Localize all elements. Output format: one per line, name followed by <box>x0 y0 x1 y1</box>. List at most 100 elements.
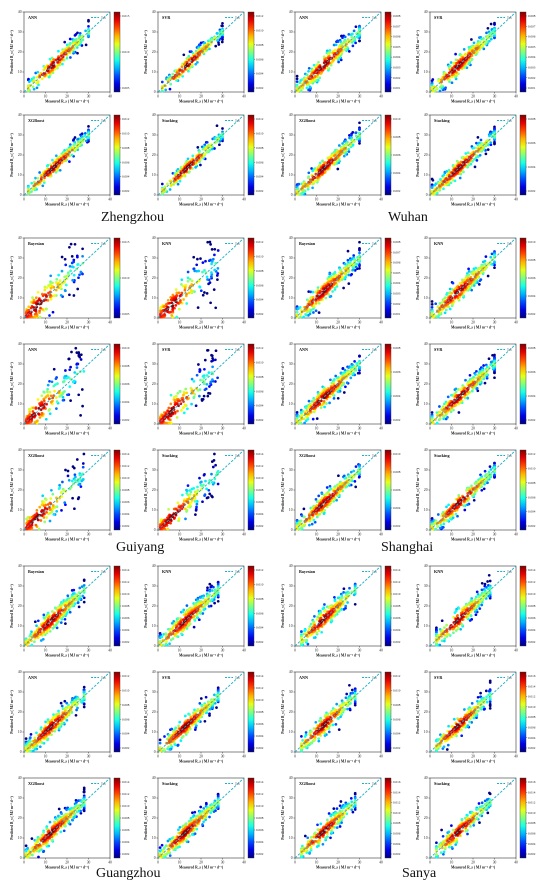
colorbar-tick-label: 0.007 <box>393 250 401 254</box>
city-label-guangzhou: Guangzhou <box>96 866 161 881</box>
x-tick-label: 40 <box>242 321 246 325</box>
scatter-point <box>475 369 478 373</box>
colorbar-tick-label: 0.008 <box>122 364 130 368</box>
scatter-point <box>192 380 196 383</box>
y-tick-label: 10 <box>152 296 156 300</box>
x-tick-label: 20 <box>199 95 203 99</box>
scatter-point <box>201 261 205 264</box>
scatter-point <box>48 508 52 511</box>
scatter-point <box>178 390 182 393</box>
scatter-point <box>195 373 199 377</box>
scatter-point <box>79 358 83 361</box>
scatter-point <box>324 296 328 300</box>
scatter-point <box>351 268 354 272</box>
scatter-point <box>48 379 51 383</box>
scatter-point <box>208 240 212 244</box>
scatter-point <box>206 349 209 352</box>
scatter-point <box>48 57 52 61</box>
y-tick-label: 0 <box>154 193 156 197</box>
colorbar-tick-label: 0.005 <box>122 86 130 90</box>
legend-label: 1:1 <box>101 348 106 352</box>
y-tick-label: 10 <box>18 402 22 406</box>
scatter-point <box>214 44 218 48</box>
scatter-point <box>173 398 177 402</box>
scatter-point <box>87 19 90 23</box>
scatter-point <box>430 79 434 83</box>
panel-title: Stacking <box>162 118 178 123</box>
scatter-point <box>318 161 322 165</box>
scatter-point <box>187 67 191 70</box>
scatter-point <box>195 269 199 273</box>
scatter-point <box>61 380 65 384</box>
scatter-point <box>38 315 42 319</box>
colorbar-tick-label: 0.007 <box>393 24 401 28</box>
scatter-point <box>61 395 65 399</box>
scatter-point <box>472 158 476 161</box>
scatter-point <box>169 298 173 302</box>
scatter-point <box>177 169 180 173</box>
scatter-point <box>448 64 452 68</box>
scatter-point <box>197 269 201 273</box>
scatter-point <box>44 498 48 502</box>
x-tick-label: 30 <box>493 427 497 431</box>
scatter-point <box>298 306 302 309</box>
colorbar <box>519 343 527 425</box>
scatter-point <box>190 62 194 66</box>
scatter-point <box>55 400 59 403</box>
scatter-point <box>473 280 476 284</box>
one-to-one-line <box>294 114 382 196</box>
panel-title: KNN <box>162 241 171 246</box>
scatter-point <box>44 396 47 399</box>
panel-title: Stacking <box>434 118 450 123</box>
scatter-point <box>440 301 444 304</box>
x-tick-label: 40 <box>108 321 112 325</box>
scatter-point <box>456 388 460 391</box>
colorbar-tick-label: 0.010 <box>122 132 130 136</box>
scatter-point <box>485 31 488 35</box>
y-tick-label: 40 <box>18 113 22 117</box>
scatter-point <box>76 362 80 366</box>
scatter-point <box>472 273 475 276</box>
colorbar <box>113 343 121 425</box>
y-tick-label: 10 <box>424 70 428 74</box>
scatter-point <box>203 291 206 294</box>
y-tick-label: 0 <box>291 316 293 320</box>
scatter-point <box>206 394 210 398</box>
x-tick-label: 40 <box>242 427 246 431</box>
x-tick-label: 10 <box>315 427 319 431</box>
scatter-point <box>302 417 306 421</box>
scatter-point <box>46 299 50 302</box>
y-tick-label: 10 <box>18 70 22 74</box>
scatter-point <box>336 40 340 44</box>
scatter-point <box>213 268 217 272</box>
x-tick-label: 40 <box>108 95 112 99</box>
scatter-point <box>312 398 316 402</box>
colorbar-tick-label: 0.006 <box>256 57 264 61</box>
one-to-one-line <box>23 11 111 93</box>
scatter-point <box>42 405 46 408</box>
scatter-point <box>349 376 353 380</box>
scatter-point <box>63 40 67 44</box>
scatter-point <box>344 385 347 389</box>
colorbar-tick-label: 0.008 <box>393 240 401 244</box>
scatter-point <box>81 465 85 469</box>
panel-title: ANN <box>28 15 37 20</box>
scatter-point <box>433 85 436 89</box>
panel-title: Bayesian <box>299 241 316 246</box>
legend-label: 1:1 <box>372 16 377 20</box>
scatter-point <box>66 271 70 275</box>
scatter-point <box>87 125 90 128</box>
scatter-point <box>209 380 213 384</box>
scatter-point <box>475 386 479 390</box>
scatter-point <box>329 63 333 67</box>
y-tick-label: 30 <box>152 362 156 366</box>
scatter-point <box>478 267 481 271</box>
scatter-point <box>210 38 214 41</box>
scatter-point <box>41 294 45 298</box>
scatter-point <box>81 478 85 481</box>
scatter-point <box>55 500 59 503</box>
scatter-point <box>295 77 299 81</box>
legend-label: 1:1 <box>235 16 240 20</box>
scatter-point <box>323 405 326 409</box>
